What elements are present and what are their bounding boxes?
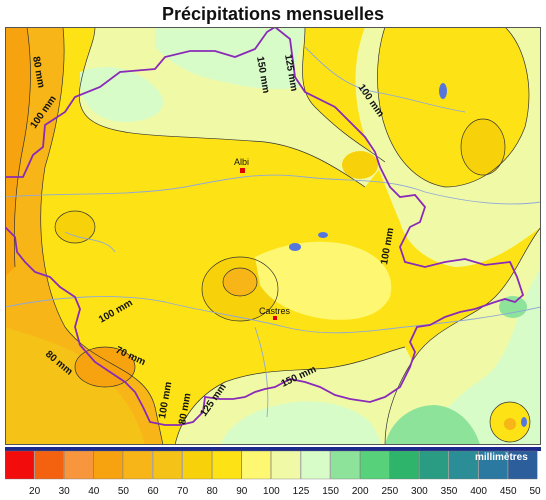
legend-tick-label: 400 bbox=[470, 486, 487, 497]
legend-swatch bbox=[300, 450, 331, 480]
legend-swatch bbox=[211, 450, 242, 480]
legend-tick-label: 20 bbox=[29, 486, 41, 497]
legend-swatch bbox=[5, 450, 35, 480]
albi-marker bbox=[240, 168, 245, 173]
legend-tick-label: 450 bbox=[500, 486, 517, 497]
legend-swatch bbox=[508, 450, 538, 480]
legend-tick-label: 90 bbox=[236, 486, 248, 497]
lakes bbox=[289, 83, 527, 427]
northeast-cell-zone bbox=[461, 119, 505, 175]
legend-tick-label: 125 bbox=[293, 486, 310, 497]
albi-label: Albi bbox=[234, 157, 249, 167]
north-wet-zone bbox=[155, 27, 305, 90]
legend-tick-label: 40 bbox=[88, 486, 100, 497]
precipitation-legend: 20 30 40 50 60 70 80 90 100 125 150 200 250 300 350 400… bbox=[5, 447, 541, 497]
legend-swatches bbox=[5, 450, 538, 480]
legend-tick-label: 80 bbox=[207, 486, 219, 497]
legend-tick-label: 300 bbox=[411, 486, 428, 497]
legend-swatch bbox=[330, 450, 360, 480]
contour-lines bbox=[13, 27, 541, 445]
legend-swatch bbox=[123, 450, 153, 480]
southwest-low-zone bbox=[5, 327, 145, 445]
map-title: Précipitations mensuelles bbox=[161, 4, 385, 24]
legend-swatch bbox=[152, 450, 183, 480]
department-boundary bbox=[5, 27, 525, 426]
legend-swatch bbox=[34, 450, 64, 480]
rivers bbox=[5, 46, 541, 418]
legend-swatch bbox=[271, 450, 301, 480]
southeast-green-zone bbox=[385, 405, 480, 445]
south-wet-zone bbox=[220, 401, 380, 445]
legend-tick-label: 150 bbox=[322, 486, 339, 497]
legend-tick-label: 100 bbox=[263, 486, 280, 497]
legend-tick-label: 70 bbox=[177, 486, 189, 497]
west-lower-zone bbox=[5, 27, 31, 277]
legend-ticks: 20 30 40 50 60 70 80 90 100 125 150 200 250 300 350 400… bbox=[29, 486, 541, 497]
legend-tick-label: 30 bbox=[59, 486, 71, 497]
central-pale-zone bbox=[255, 241, 392, 320]
legend-tick-label: 200 bbox=[352, 486, 369, 497]
legend-tick-label: 500 bbox=[529, 486, 541, 497]
precipitation-map: Albi Castres 80 mm 100 mm 150 mm 125 mm … bbox=[5, 27, 541, 445]
east-green-cell-zone bbox=[499, 296, 527, 318]
legend-swatch bbox=[419, 450, 449, 480]
legend-swatch bbox=[241, 450, 272, 480]
north-inner-zone bbox=[80, 67, 164, 122]
castres-marker bbox=[273, 316, 277, 320]
legend-swatch bbox=[360, 450, 390, 480]
legend-unit: millimètres bbox=[475, 452, 528, 463]
legend-swatch bbox=[478, 450, 508, 480]
legend-swatch bbox=[448, 450, 479, 480]
southeast-core-zone bbox=[504, 418, 516, 430]
legend-header-bar bbox=[5, 447, 541, 451]
legend-swatch bbox=[389, 450, 419, 480]
legend-swatch bbox=[182, 450, 212, 480]
legend-tick-label: 250 bbox=[381, 486, 398, 497]
legend-tick-label: 350 bbox=[441, 486, 458, 497]
map-frame bbox=[5, 27, 541, 445]
legend-swatch bbox=[93, 450, 124, 480]
west-cell-zone bbox=[55, 211, 95, 243]
isoline-label: 80 mm bbox=[30, 56, 46, 89]
castres-label: Castres bbox=[259, 306, 291, 316]
east-wet-zone bbox=[425, 267, 541, 445]
legend-tick-label: 50 bbox=[118, 486, 130, 497]
legend-tick-label: 60 bbox=[147, 486, 159, 497]
albi-cell-zone bbox=[342, 151, 378, 179]
isoline-label: 80 mm bbox=[177, 392, 193, 425]
central-core-zone bbox=[223, 268, 257, 296]
legend-swatch bbox=[64, 450, 94, 480]
